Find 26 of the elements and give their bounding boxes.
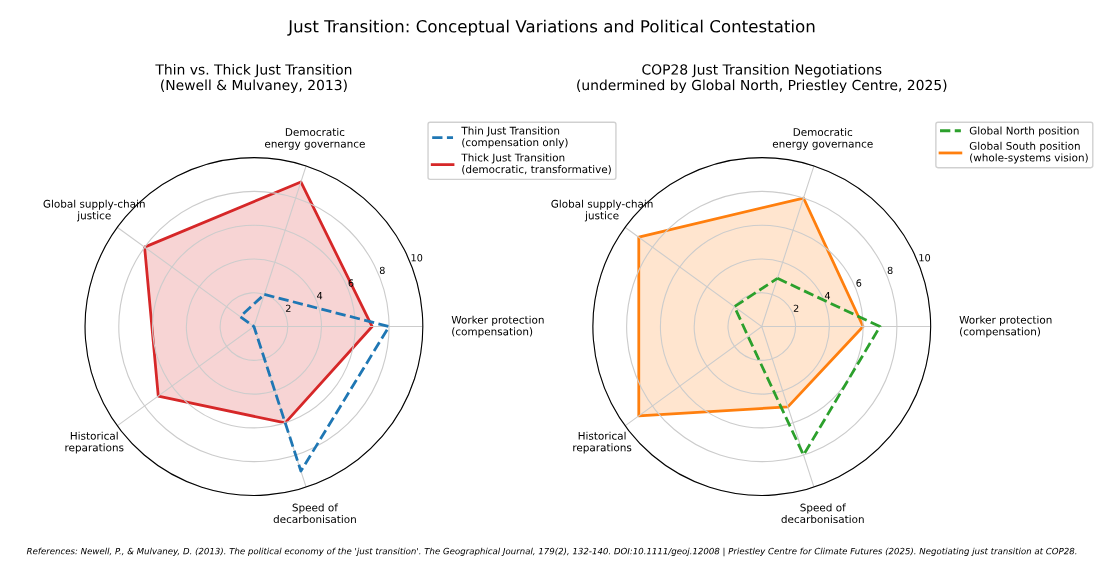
spoke-label: Historical reparations — [573, 431, 632, 454]
legend-label: Thick Just Transition (democratic, transformative) — [461, 153, 611, 175]
y-tick-label: 10 — [411, 254, 423, 262]
y-tick-label: 2 — [793, 304, 799, 312]
spoke-label: Worker protection (compensation) — [959, 315, 1052, 338]
spoke-label: Worker protection (compensation) — [451, 315, 544, 338]
y-tick-label: 6 — [348, 279, 354, 287]
spoke-label: Speed of decarbonisation — [273, 503, 356, 524]
text: References: Newell, P., & Mulvaney, D. (2013). The political economy of the 'just transition'. The Geographical Journal, 179(2), 132-140. DOI:10.1111/geoj.12008 | Priestley Centre for Climate Futures (2025). Negotiating just transition at COP28. — [26, 547, 1077, 557]
chart-title: COP28 Just Transition Negotiations (undermined by Global North, Priestley Centre, 2025) — [577, 63, 947, 93]
spoke-label: Speed of decarbonisation — [781, 503, 864, 524]
spoke-label: Democratic energy governance — [264, 127, 365, 150]
y-tick-label: 6 — [856, 279, 862, 287]
y-tick-label: 2 — [285, 304, 291, 312]
legend-label: Global South position (whole-systems vision) — [969, 141, 1088, 164]
text: Just Transition: Conceptual Variations and Political Contestation — [287, 19, 815, 36]
legend-label: Global North position — [969, 126, 1079, 137]
y-tick-label: 10 — [919, 254, 931, 262]
y-tick-label: 8 — [887, 266, 893, 275]
spoke-label: Historical reparations — [65, 431, 124, 454]
y-tick-label: 8 — [379, 266, 385, 275]
y-tick-label: 4 — [317, 292, 323, 300]
legend-label: Thin Just Transition (compensation only) — [461, 126, 568, 149]
y-tick-label: 4 — [824, 292, 831, 300]
chart-title: Thin vs. Thick Just Transition (Newell & Mulvaney, 2013) — [155, 63, 352, 93]
spoke-label: Democratic energy governance — [772, 127, 873, 150]
